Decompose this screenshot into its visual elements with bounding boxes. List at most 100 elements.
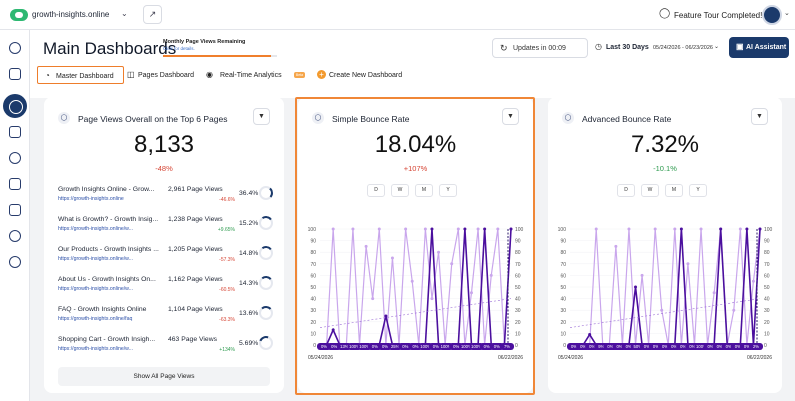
analytics-icon[interactable] xyxy=(9,152,21,164)
ai-icon: ▣ xyxy=(736,42,744,51)
avatar[interactable] xyxy=(762,5,782,25)
interval-month[interactable]: M xyxy=(415,184,433,197)
y-tick-label: 50 xyxy=(310,285,316,291)
page-title: Main Dashboards xyxy=(43,39,177,58)
page-url[interactable]: https://growth-insights.online/w... xyxy=(58,226,133,232)
data-point xyxy=(463,227,467,231)
pages-icon: ◫ xyxy=(127,70,135,79)
tab-master-dashboard[interactable]: ◔ Master Dashboard xyxy=(37,66,124,84)
interval-week[interactable]: W xyxy=(641,184,659,197)
value-label: 9% xyxy=(598,344,604,349)
plus-icon[interactable]: + xyxy=(317,70,326,79)
y2-tick-label: 0 xyxy=(764,343,767,349)
lightbulb-icon: ◯ xyxy=(659,8,671,19)
site-name[interactable]: growth-insights.online xyxy=(32,10,110,19)
refresh-button[interactable]: ↻ Updates in 00:09 xyxy=(492,38,588,58)
data-point xyxy=(410,279,414,283)
details-link[interactable]: Click for details. xyxy=(163,46,195,51)
share-ring-fill xyxy=(257,214,275,232)
interval-day[interactable]: D xyxy=(367,184,385,197)
y2-tick-label: 60 xyxy=(515,273,521,279)
filter-button[interactable]: ▼ xyxy=(751,108,768,125)
value-label: 0% xyxy=(707,344,713,349)
page-views: 463 Page Views xyxy=(168,336,217,343)
page-url[interactable]: https://growth-insights.online/w... xyxy=(58,256,133,262)
page-share: 36.4% xyxy=(239,190,259,197)
list-item[interactable]: Growth Insights Online - Grow... https://… xyxy=(58,185,274,222)
show-all-page-views-button[interactable]: Show All Page Views xyxy=(58,367,270,386)
list-item[interactable]: Shopping Cart - Growth Insigh... https://… xyxy=(58,333,276,372)
data-point xyxy=(745,227,749,231)
y-tick-label: 20 xyxy=(560,320,566,326)
card-title: Advanced Bounce Rate xyxy=(582,114,672,124)
page-url[interactable]: https://growth-insights.online xyxy=(58,196,124,202)
y-tick-label: 40 xyxy=(310,297,316,303)
value-label: 0% xyxy=(372,344,378,349)
value-label: 0% xyxy=(402,344,408,349)
interval-week[interactable]: W xyxy=(391,184,409,197)
list-item[interactable]: FAQ - Growth Insights Online https://grow… xyxy=(58,305,274,342)
gear-icon[interactable] xyxy=(9,256,21,268)
y2-tick-label: 20 xyxy=(515,320,521,326)
page-url[interactable]: https://growth-insights.online/w... xyxy=(58,346,133,352)
data-point xyxy=(331,227,335,231)
bounce-icon: ◯ xyxy=(562,112,574,124)
page-url[interactable]: https://growth-insights.online/faq xyxy=(58,316,133,322)
date-preset[interactable]: Last 30 Days xyxy=(606,44,649,51)
data-point xyxy=(686,262,690,266)
shield-icon[interactable] xyxy=(9,230,21,242)
share-ring-fill xyxy=(256,333,276,353)
interval-year[interactable]: Y xyxy=(439,184,457,197)
card-title: Simple Bounce Rate xyxy=(332,114,410,124)
share-ring-fill xyxy=(258,305,274,321)
chevron-down-icon[interactable]: ⌄ xyxy=(714,44,720,50)
page-url[interactable]: https://growth-insights.online/w... xyxy=(58,286,133,292)
interval-month[interactable]: M xyxy=(665,184,683,197)
page-name: What is Growth? - Growth Insig... xyxy=(58,216,159,223)
filter-button[interactable]: ▼ xyxy=(253,108,270,125)
bounce-rate-chart: 0 0 10 10 20 20 30 30 40 40 50 50 60 60 70 70 80 80 90 90 10… xyxy=(558,227,773,361)
interval-day[interactable]: D xyxy=(617,184,635,197)
sidebar xyxy=(0,30,30,401)
data-point xyxy=(489,273,493,277)
data-point xyxy=(404,227,408,231)
y2-tick-label: 0 xyxy=(515,343,518,349)
open-site-button[interactable]: ↗ xyxy=(143,5,162,24)
realtime-icon: ◉ xyxy=(206,70,213,79)
message-icon[interactable] xyxy=(9,204,21,216)
value-label: 0% xyxy=(484,344,490,349)
chevron-down-icon[interactable]: ⌄ xyxy=(784,10,790,17)
data-point xyxy=(653,227,657,231)
y-tick-label: 40 xyxy=(560,297,566,303)
y2-tick-label: 70 xyxy=(515,262,521,268)
value-label: 0% xyxy=(433,344,439,349)
page-views: 2,961 Page Views xyxy=(168,186,223,193)
tab-real-time-analytics[interactable]: ◉ Real-Time Analytics xyxy=(206,66,296,84)
value-label-bg xyxy=(749,343,763,350)
dashboard-icon[interactable] xyxy=(3,94,27,118)
date-range[interactable]: 05/24/2026 - 06/23/2026 xyxy=(653,45,713,51)
interval-year[interactable]: Y xyxy=(689,184,707,197)
data-point xyxy=(430,297,434,301)
value-label: 0% xyxy=(671,344,677,349)
share-ring xyxy=(258,275,274,291)
list-item[interactable]: About Us - Growth Insights On... https://… xyxy=(58,275,274,312)
value-label: 0% xyxy=(321,344,327,349)
filter-button[interactable]: ▼ xyxy=(502,108,519,125)
ai-assistant-button[interactable]: ▣ AI Assistant xyxy=(729,37,789,58)
tab-create-new-dashboard[interactable]: Create New Dashboard xyxy=(329,66,409,84)
metric-delta: -48% xyxy=(155,164,173,173)
data-point xyxy=(588,333,592,337)
beta-badge: Beta xyxy=(294,72,305,78)
lock-icon[interactable] xyxy=(9,126,21,138)
scan-icon[interactable] xyxy=(9,178,21,190)
y2-tick-label: 40 xyxy=(515,297,521,303)
collapse-icon[interactable] xyxy=(9,68,21,80)
info-icon[interactable] xyxy=(9,42,21,54)
list-item[interactable]: Our Products - Growth Insights ... https:… xyxy=(58,245,274,282)
chevron-down-icon[interactable]: ⌄ xyxy=(121,9,128,18)
tab-pages-dashboard[interactable]: ◫ Pages Dashboard xyxy=(127,66,207,84)
list-item[interactable]: What is Growth? - Growth Insig... https:/… xyxy=(58,214,275,252)
feature-tour-status[interactable]: Feature Tour Completed! xyxy=(674,11,763,20)
y2-tick-label: 90 xyxy=(515,239,521,245)
